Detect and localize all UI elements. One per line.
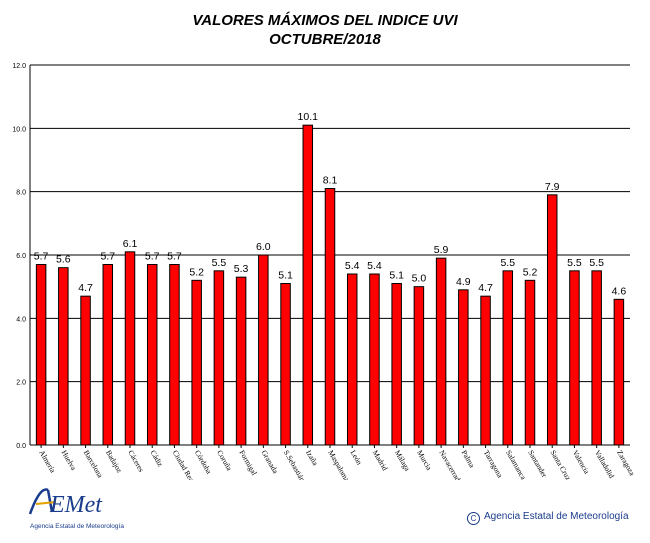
x-tick-label: Cádiz [148, 449, 165, 469]
bar [80, 295, 91, 446]
bar [258, 254, 269, 446]
bar [213, 270, 225, 446]
bar [58, 267, 69, 446]
data-label: 5.7 [100, 251, 115, 263]
bar [235, 276, 247, 446]
x-tick-label: Barcelona [82, 449, 105, 480]
bar [524, 279, 536, 446]
x-tick-label: Madrid [371, 449, 390, 473]
data-label: 4.6 [612, 285, 627, 297]
data-label: 7.9 [545, 181, 560, 193]
x-tick-label: Izaña [304, 449, 320, 468]
x-tick-label: Almería [37, 449, 57, 475]
data-label: 5.5 [567, 257, 582, 269]
data-label: 5.7 [145, 251, 160, 263]
bar [302, 124, 314, 446]
data-label: 4.7 [78, 282, 93, 294]
x-tick-label: Granada [260, 449, 281, 476]
bar [413, 286, 425, 446]
copyright-notice: C Agencia Estatal de Meteorología [467, 511, 629, 525]
x-tick-label: S.Sebastián [282, 449, 307, 481]
bar [369, 273, 380, 446]
chart-title: VALORES MÁXIMOS DEL INDICE UVI [192, 12, 458, 29]
data-label: 5.4 [367, 260, 382, 272]
data-label: 5.5 [589, 257, 604, 269]
y-tick-label: 10.0 [12, 126, 26, 133]
bar [35, 264, 47, 446]
bar [169, 264, 180, 446]
data-label: 5.5 [212, 257, 227, 269]
aemet-logo: EMet Agencia Estatal de Meteorología [28, 488, 124, 530]
x-tick-label: Badajoz [104, 449, 124, 475]
bar [502, 270, 514, 446]
data-label: 5.2 [523, 266, 538, 278]
x-tick-label: Santander [526, 449, 549, 480]
y-tick-label: 0.0 [16, 443, 26, 450]
data-label: 5.1 [278, 270, 293, 282]
bar [458, 289, 469, 446]
bar [146, 264, 158, 446]
x-tick-label: Salamanca [504, 449, 528, 481]
bar [102, 264, 114, 446]
y-tick-label: 12.0 [12, 63, 26, 70]
y-tick-label: 8.0 [16, 190, 26, 197]
data-label: 4.9 [456, 276, 471, 288]
data-label: 8.1 [323, 175, 338, 187]
data-label: 5.0 [412, 273, 427, 285]
data-label: 5.3 [234, 263, 249, 275]
data-label: 5.6 [56, 254, 71, 266]
data-label: 5.9 [434, 244, 449, 256]
bar [280, 283, 291, 446]
bar [391, 283, 402, 446]
data-label: 5.4 [345, 260, 360, 272]
x-tick-label: Tarragona [482, 449, 505, 480]
x-tick-label: Formigal [237, 449, 259, 477]
bar [546, 194, 558, 446]
copyright-text: Agencia Estatal de Meteorología [484, 511, 629, 522]
data-label: 10.1 [298, 111, 319, 123]
x-tick-label: León [348, 449, 364, 467]
x-tick-label: Córdoba [193, 449, 214, 476]
bar [613, 298, 625, 446]
data-label: 5.5 [500, 257, 515, 269]
x-tick-label: Cáceres [126, 449, 146, 474]
data-label: 5.7 [167, 251, 182, 263]
bar [591, 270, 602, 446]
bar [480, 295, 491, 446]
bar [569, 270, 580, 446]
svg-text:EMet: EMet [49, 492, 103, 518]
copyright-icon: C [467, 512, 480, 525]
data-label: 5.2 [189, 266, 204, 278]
x-tick-label: Huelva [60, 449, 79, 473]
y-tick-label: 2.0 [16, 380, 26, 387]
chart-subtitle: OCTUBRE/2018 [269, 31, 381, 48]
y-tick-label: 6.0 [16, 253, 26, 260]
data-label: 4.7 [478, 282, 493, 294]
bar [191, 279, 202, 446]
data-label: 6.0 [256, 241, 271, 253]
bar [346, 273, 358, 446]
x-tick-label: Coruña [215, 449, 234, 473]
x-tick-label: Palma [460, 449, 478, 470]
data-label: 6.1 [123, 238, 138, 250]
x-tick-label: Murcia [415, 449, 434, 473]
x-tick-label: Valencia [571, 449, 592, 476]
logo-subtitle: Agencia Estatal de Meteorología [30, 523, 124, 530]
bar [435, 257, 447, 446]
data-label: 5.7 [34, 251, 49, 263]
x-tick-label: Santa Cruz [548, 449, 573, 481]
data-label: 5.1 [389, 270, 404, 282]
y-tick-label: 4.0 [16, 316, 26, 323]
bar [324, 188, 336, 446]
x-tick-label: Valladolid [593, 449, 616, 480]
x-tick-label: Málaga [393, 449, 412, 474]
bar-chart: 0.0 2.0 4.0 6.0 8.0 10.0 12.0 5.7 Almería 5.6 Huel… [12, 63, 637, 481]
x-tick-label: Zaragoza [615, 449, 637, 478]
bar [124, 251, 136, 446]
